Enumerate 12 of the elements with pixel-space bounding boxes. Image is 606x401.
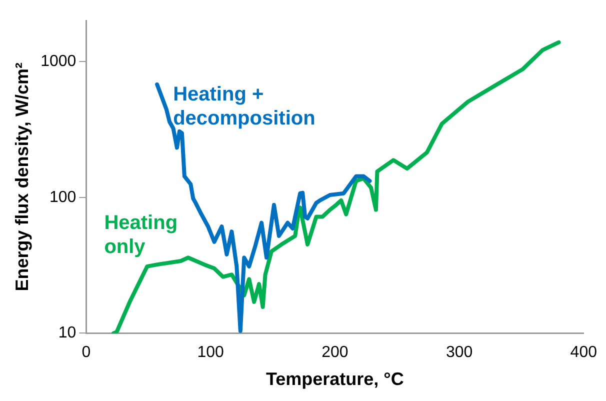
y-tick-label: 10 [58, 324, 76, 342]
series-label: Heating + decomposition [173, 83, 316, 130]
y-tick-label: 100 [49, 188, 76, 206]
x-tick-label: 0 [82, 344, 91, 362]
x-tick-label: 100 [197, 344, 224, 362]
y-axis-title: Energy flux density, W/cm² [12, 62, 32, 292]
series-label: Heating only [104, 212, 178, 258]
x-tick-label: 400 [570, 344, 598, 362]
y-tick-label: 1000 [40, 52, 76, 70]
x-axis-title: Temperature, °C [266, 369, 404, 390]
x-tick-label: 200 [322, 344, 348, 362]
x-tick-label: 300 [446, 344, 473, 362]
